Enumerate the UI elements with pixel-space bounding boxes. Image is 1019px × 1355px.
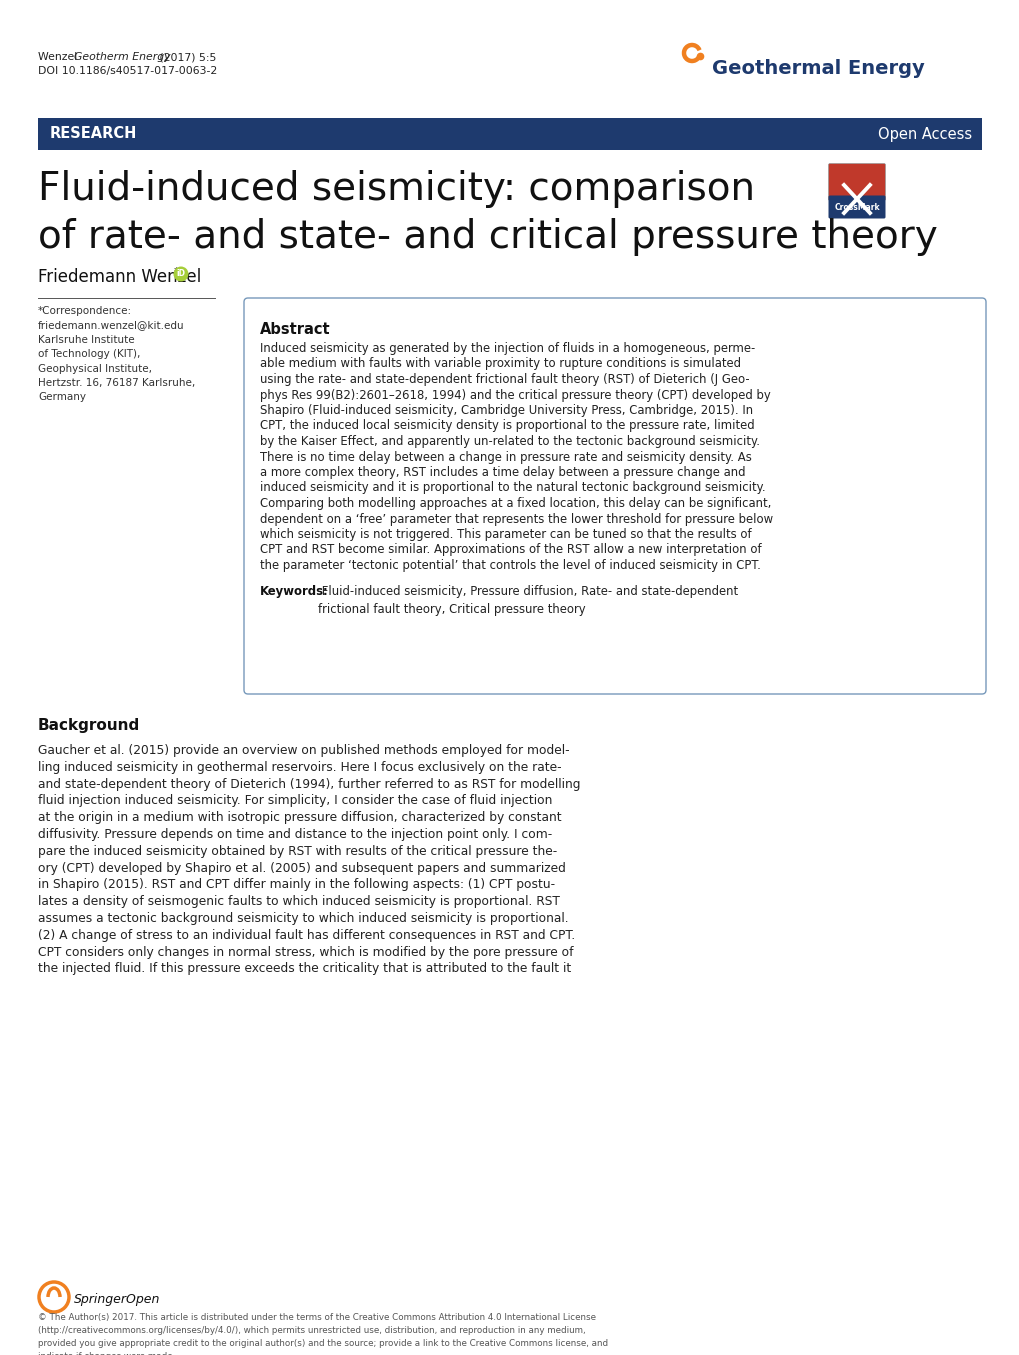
Text: *: *: [174, 267, 179, 276]
Text: *Correspondence:
friedemann.wenzel@kit.edu
Karlsruhe Institute
of Technology (KI: *Correspondence: friedemann.wenzel@kit.e…: [38, 306, 195, 402]
Text: Wenzel: Wenzel: [38, 51, 81, 62]
FancyBboxPatch shape: [827, 164, 884, 201]
Text: Open Access: Open Access: [877, 126, 971, 141]
Text: and state-dependent theory of Dieterich (1994), further referred to as RST for m: and state-dependent theory of Dieterich …: [38, 778, 580, 790]
Text: in Shapiro (2015). RST and CPT differ mainly in the following aspects: (1) CPT p: in Shapiro (2015). RST and CPT differ ma…: [38, 878, 554, 892]
Text: Geothermal Energy: Geothermal Energy: [711, 60, 924, 79]
Text: Comparing both modelling approaches at a fixed location, this delay can be signi: Comparing both modelling approaches at a…: [260, 497, 770, 509]
Text: Induced seismicity as generated by the injection of fluids in a homogeneous, per: Induced seismicity as generated by the i…: [260, 341, 754, 355]
Circle shape: [173, 267, 189, 282]
FancyBboxPatch shape: [827, 195, 884, 218]
Text: © The Author(s) 2017. This article is distributed under the terms of the Creativ: © The Author(s) 2017. This article is di…: [38, 1313, 607, 1355]
Text: of rate- and state- and critical pressure theory: of rate- and state- and critical pressur…: [38, 218, 936, 256]
Text: using the rate- and state-dependent frictional fault theory (RST) of Dieterich (: using the rate- and state-dependent fric…: [260, 373, 749, 386]
Bar: [38, 118, 981, 150]
Text: a more complex theory, RST includes a time delay between a pressure change and: a more complex theory, RST includes a ti…: [260, 466, 745, 480]
Text: DOI 10.1186/s40517-017-0063-2: DOI 10.1186/s40517-017-0063-2: [38, 66, 217, 76]
Text: iD: iD: [176, 270, 185, 279]
Text: ling induced seismicity in geothermal reservoirs. Here I focus exclusively on th: ling induced seismicity in geothermal re…: [38, 760, 561, 774]
Text: (2017) 5:5: (2017) 5:5: [156, 51, 216, 62]
Text: the injected fluid. If this pressure exceeds the criticality that is attributed : the injected fluid. If this pressure exc…: [38, 962, 571, 976]
Text: lates a density of seismogenic faults to which induced seismicity is proportiona: lates a density of seismogenic faults to…: [38, 896, 559, 908]
Text: CPT, the induced local seismicity density is proportional to the pressure rate, : CPT, the induced local seismicity densit…: [260, 420, 754, 432]
Text: RESEARCH: RESEARCH: [50, 126, 138, 141]
Text: phys Res 99(B2):2601–2618, 1994) and the critical pressure theory (CPT) develope: phys Res 99(B2):2601–2618, 1994) and the…: [260, 389, 770, 401]
Text: Abstract: Abstract: [260, 322, 330, 337]
Text: Friedemann Wenzel: Friedemann Wenzel: [38, 268, 201, 286]
Circle shape: [45, 1289, 63, 1306]
Text: assumes a tectonic background seismicity to which induced seismicity is proporti: assumes a tectonic background seismicity…: [38, 912, 568, 925]
Text: There is no time delay between a change in pressure rate and seismicity density.: There is no time delay between a change …: [260, 450, 751, 463]
Text: induced seismicity and it is proportional to the natural tectonic background sei: induced seismicity and it is proportiona…: [260, 481, 765, 495]
Text: the parameter ‘tectonic potential’ that controls the level of induced seismicity: the parameter ‘tectonic potential’ that …: [260, 560, 760, 572]
Text: which seismicity is not triggered. This parameter can be tuned so that the resul: which seismicity is not triggered. This …: [260, 528, 751, 541]
Text: Geotherm Energy: Geotherm Energy: [74, 51, 170, 62]
Text: able medium with faults with variable proximity to rupture conditions is simulat: able medium with faults with variable pr…: [260, 358, 740, 370]
FancyBboxPatch shape: [244, 298, 985, 694]
Text: Background: Background: [38, 718, 141, 733]
Text: pare the induced seismicity obtained by RST with results of the critical pressur: pare the induced seismicity obtained by …: [38, 844, 556, 858]
Text: SpringerOpen: SpringerOpen: [74, 1293, 160, 1306]
Text: (2) A change of stress to an individual fault has different consequences in RST : (2) A change of stress to an individual …: [38, 928, 575, 942]
Text: Keywords:: Keywords:: [260, 584, 328, 598]
Text: CPT and RST become similar. Approximations of the RST allow a new interpretation: CPT and RST become similar. Approximatio…: [260, 543, 761, 557]
Text: dependent on a ‘free’ parameter that represents the lower threshold for pressure: dependent on a ‘free’ parameter that rep…: [260, 512, 772, 526]
Text: Shapiro (Fluid-induced seismicity, Cambridge University Press, Cambridge, 2015).: Shapiro (Fluid-induced seismicity, Cambr…: [260, 404, 752, 417]
Text: Fluid-induced seismicity, Pressure diffusion, Rate- and state-dependent
friction: Fluid-induced seismicity, Pressure diffu…: [318, 584, 738, 617]
Text: ory (CPT) developed by Shapiro et al. (2005) and subsequent papers and summarize: ory (CPT) developed by Shapiro et al. (2…: [38, 862, 566, 874]
Text: Gaucher et al. (2015) provide an overview on published methods employed for mode: Gaucher et al. (2015) provide an overvie…: [38, 744, 569, 757]
Text: Fluid-induced seismicity: comparison: Fluid-induced seismicity: comparison: [38, 169, 754, 209]
Text: diffusivity. Pressure depends on time and distance to the injection point only. : diffusivity. Pressure depends on time an…: [38, 828, 551, 841]
Text: at the origin in a medium with isotropic pressure diffusion, characterized by co: at the origin in a medium with isotropic…: [38, 812, 561, 824]
Text: by the Kaiser Effect, and apparently un-related to the tectonic background seism: by the Kaiser Effect, and apparently un-…: [260, 435, 759, 449]
Text: fluid injection induced seismicity. For simplicity, I consider the case of fluid: fluid injection induced seismicity. For …: [38, 794, 552, 808]
Text: CPT considers only changes in normal stress, which is modified by the pore press: CPT considers only changes in normal str…: [38, 946, 573, 958]
Text: CrossMark: CrossMark: [834, 202, 879, 211]
